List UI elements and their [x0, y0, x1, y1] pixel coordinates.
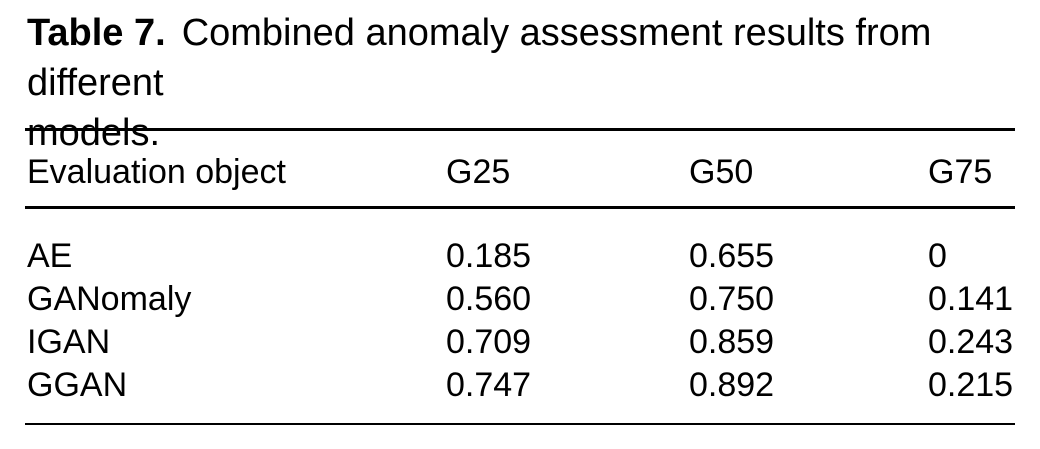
table-row-ae: AE 0.185 0.655 0 — [25, 208, 1015, 279]
cell-value: 0.892 — [689, 366, 775, 404]
table-row-igan: IGAN 0.709 0.859 0.243 — [25, 321, 1015, 364]
cell-value: 0.859 — [689, 323, 775, 361]
cell-value: 0.215 — [928, 366, 1014, 404]
table-row-ganomaly: GANomaly 0.560 0.750 0.141 — [25, 278, 1015, 321]
row-label: AE — [27, 237, 73, 275]
table-row-ggan: GGAN 0.747 0.892 0.215 — [25, 364, 1015, 424]
cell-value: 0.560 — [446, 280, 532, 318]
cell-value: 0.709 — [446, 323, 532, 361]
cell-value: 0.747 — [446, 366, 532, 404]
row-label: GANomaly — [27, 280, 192, 318]
cell-value: 0.750 — [689, 280, 775, 318]
cell-value: 0.185 — [446, 237, 532, 275]
table-caption-label: Table 7. — [27, 12, 166, 54]
header-row: Evaluation object G25 G50 G75 — [25, 129, 1015, 209]
table-caption: Table 7. Combined anomaly assessment resu… — [27, 8, 1027, 158]
table-caption-line1: Combined anomaly assessment results from… — [27, 12, 932, 104]
col-header-g75: G75 — [928, 129, 1015, 209]
results-table: Evaluation object G25 G50 G75 AE 0.185 0… — [25, 128, 1015, 425]
col-header-g25: G25 — [446, 129, 689, 209]
cell-value: 0.141 — [928, 280, 1014, 318]
cell-value: 0 — [928, 237, 947, 275]
col-header-g50: G50 — [689, 129, 928, 209]
cell-value: 0.655 — [689, 237, 775, 275]
col-header-evaluation-object: Evaluation object — [25, 129, 446, 209]
row-label: IGAN — [27, 323, 111, 361]
cell-value: 0.243 — [928, 323, 1014, 361]
row-label: GGAN — [27, 366, 128, 404]
